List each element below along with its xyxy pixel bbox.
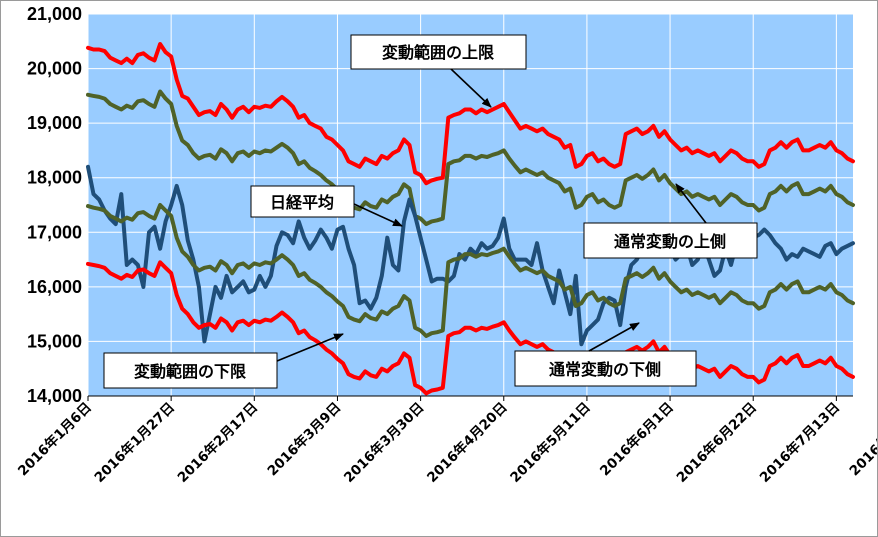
callout-lower-range: 変動範囲の下限	[103, 333, 344, 389]
x-tick-label: 2016年1月6日	[14, 399, 95, 480]
callout-normal-lower-arrow	[588, 322, 640, 352]
callout-normal-upper-arrow	[675, 183, 707, 224]
callout-nikkei: 日経平均	[250, 185, 403, 227]
callouts: 変動範囲の上限 日経平均 通常変動の上側 変動範囲の下限 通常変動の下側	[103, 34, 758, 389]
callout-lower-range-box	[103, 352, 278, 389]
y-tick-label: 16,000	[27, 277, 82, 297]
callout-normal-upper-text: 通常変動の上側	[614, 232, 726, 251]
callout-lower-range-text: 変動範囲の下限	[134, 362, 247, 381]
callout-upper-range-arrow	[450, 68, 492, 108]
x-tick-label: 2016年8月3日	[846, 399, 877, 480]
x-tick-label: 2016年5月11日	[507, 399, 594, 486]
series-line-upper-range	[86, 42, 855, 186]
callout-upper-range: 変動範囲の上限	[350, 34, 527, 108]
callout-normal-lower-text: 通常変動の下側	[549, 360, 661, 379]
callout-upper-range-box	[350, 34, 527, 70]
callout-nikkei-text: 日経平均	[270, 193, 334, 212]
y-tick-label: 17,000	[27, 222, 82, 242]
y-tick-label: 21,000	[27, 4, 82, 24]
callout-nikkei-arrow	[353, 203, 403, 227]
x-tick-label: 2016年6月22日	[673, 399, 760, 486]
x-tick-label: 2016年7月13日	[756, 399, 843, 486]
plot-area	[88, 14, 853, 396]
x-tick-label: 2016年4月20日	[423, 399, 510, 486]
y-axis: 14,000 15,000 16,000 17,000 18,000 19,000 20,0…	[27, 4, 82, 406]
callout-normal-lower: 通常変動の下側	[514, 322, 697, 387]
series-line-normal-upper	[86, 89, 855, 227]
callout-nikkei-box	[250, 185, 355, 218]
y-tick-label: 18,000	[27, 168, 82, 188]
callout-upper-range-text: 変動範囲の上限	[382, 43, 495, 62]
callout-normal-upper-box	[583, 222, 758, 259]
y-tick-label: 20,000	[27, 59, 82, 79]
series-line-lower-range	[86, 260, 855, 396]
y-tick-label: 15,000	[27, 331, 82, 351]
x-tick-label: 2016年3月30日	[340, 399, 427, 486]
series-line-normal-lower	[86, 203, 855, 338]
callout-lower-range-arrow	[276, 333, 344, 362]
y-tick-label: 14,000	[27, 386, 82, 406]
x-tick-label: 2016年6月1日	[596, 399, 677, 480]
y-tick-label: 19,000	[27, 113, 82, 133]
x-tick-label: 2016年2月17日	[174, 399, 261, 486]
callout-normal-lower-box	[514, 350, 697, 387]
callout-normal-upper: 通常変動の上側	[583, 183, 758, 259]
x-tick-label: 2016年3月9日	[264, 399, 345, 480]
x-tick-label: 2016年1月27日	[91, 399, 178, 486]
